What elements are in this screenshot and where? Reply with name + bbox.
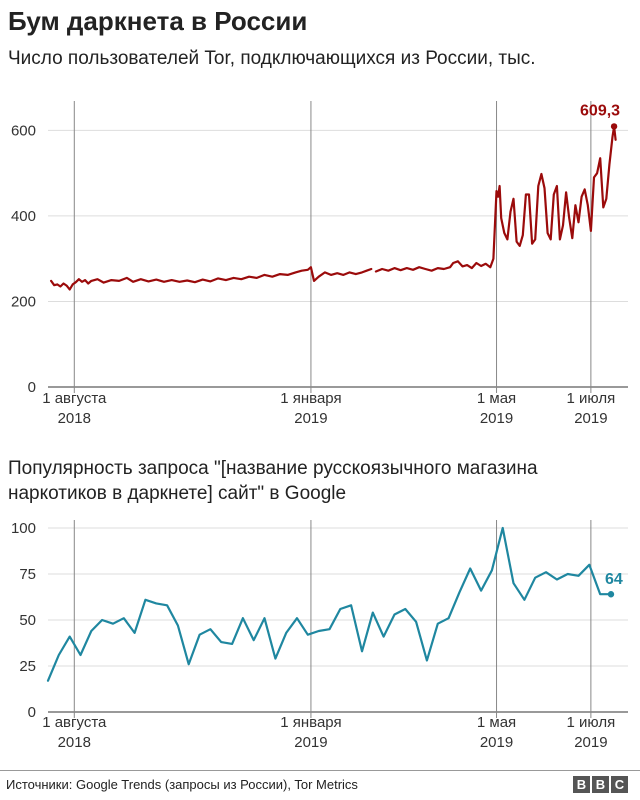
tor-end-point bbox=[610, 123, 618, 130]
bbc-logo-b2: B bbox=[592, 776, 609, 793]
page-title: Бум даркнета в России bbox=[8, 6, 308, 36]
google-ytick-label-100: 100 bbox=[11, 520, 36, 537]
google-ytick-label-25: 25 bbox=[19, 658, 36, 675]
google-xtick-label-3: 1 июля bbox=[567, 714, 616, 731]
tor-xtick-year-1: 2019 bbox=[294, 410, 327, 427]
bbc-logo-b1: B bbox=[573, 776, 590, 793]
google-xtick-label-2: 1 мая bbox=[477, 714, 516, 731]
tor-ytick-label-200: 200 bbox=[11, 293, 36, 310]
chart2-subtitle: Популярность запроса "[название русскояз… bbox=[8, 458, 538, 504]
google-xtick-year-3: 2019 bbox=[574, 734, 607, 751]
tor-end-label: 609,3 bbox=[580, 102, 620, 119]
tor-xtick-label-2: 1 мая bbox=[477, 390, 516, 407]
tor-xtick-label-3: 1 июля bbox=[567, 390, 616, 407]
google-xtick-year-0: 2018 bbox=[58, 734, 91, 751]
google-xtick-label-0: 1 августа bbox=[42, 714, 107, 731]
tor-xtick-year-0: 2018 bbox=[58, 410, 91, 427]
tor-ytick-label-600: 600 bbox=[11, 122, 36, 139]
source-note: Источники: Google Trends (запросы из Рос… bbox=[6, 777, 358, 792]
google-xtick-year-1: 2019 bbox=[294, 734, 327, 751]
tor-xtick-year-2: 2019 bbox=[480, 410, 513, 427]
tor-xtick-year-3: 2019 bbox=[574, 410, 607, 427]
google-series-line bbox=[46, 526, 613, 682]
google-xtick-year-2: 2019 bbox=[480, 734, 513, 751]
tor-ytick-label-0: 0 bbox=[28, 379, 36, 396]
google-xtick-label-1: 1 января bbox=[280, 714, 341, 731]
tor-xtick-label-1: 1 января bbox=[280, 390, 341, 407]
bbc-logo-c: C bbox=[611, 776, 628, 793]
google-ytick-label-50: 50 bbox=[19, 612, 36, 629]
bbc-logo: B B C bbox=[573, 776, 628, 793]
tor-series-line bbox=[50, 125, 617, 291]
google-ytick-label-0: 0 bbox=[28, 704, 36, 721]
google-end-label: 64 bbox=[605, 571, 623, 588]
footer-divider bbox=[0, 770, 640, 771]
chart1-subtitle: Число пользователей Tor, подключающихся … bbox=[8, 48, 536, 69]
google-trends-chart: 0 25 50 75 100 1 августа 2018 1 января 2019 1 мая… bbox=[11, 520, 628, 751]
tor-ytick-label-400: 400 bbox=[11, 208, 36, 225]
google-ytick-label-75: 75 bbox=[19, 566, 36, 583]
tor-users-chart: 0 200 400 600 1 августа 2018 1 января 2019 1 мая… bbox=[11, 101, 628, 427]
tor-xtick-label-0: 1 августа bbox=[42, 390, 107, 407]
google-end-point bbox=[607, 591, 615, 598]
